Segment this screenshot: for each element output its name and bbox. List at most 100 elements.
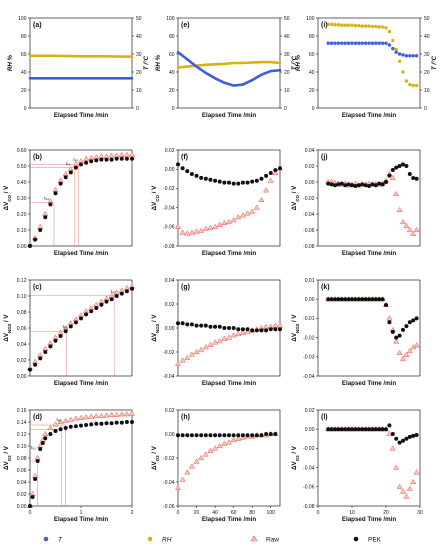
y-axis-title: ΔVCO / V: [3, 185, 12, 210]
t-point: [329, 41, 334, 45]
rh-point: [380, 25, 385, 29]
annotation-label: t₉₀: [73, 157, 78, 162]
raw-point: [128, 410, 136, 416]
y-axis-title-sub: O3: [7, 455, 12, 462]
y2-tick-label: 0: [136, 106, 139, 112]
pek-point: [109, 157, 114, 162]
pek-point: [404, 164, 409, 168]
series-pek: [326, 162, 419, 188]
pek-point: [99, 302, 104, 307]
annotation-label: t₅₀: [44, 196, 49, 201]
data-point: [105, 55, 108, 57]
pek-point: [40, 441, 45, 445]
rh-point: [384, 26, 388, 30]
t-point: [333, 41, 337, 45]
raw-point: [52, 421, 59, 427]
y-tick-label: 0.06: [17, 468, 27, 474]
y-tick-label: 0.04: [305, 148, 315, 154]
raw-point: [410, 230, 417, 237]
pek-point: [236, 327, 241, 332]
pek-point: [329, 182, 334, 187]
x-axis-title: Elapsed Time /min: [342, 112, 396, 119]
raw-point: [393, 338, 400, 344]
t-point: [414, 54, 419, 58]
raw-point: [272, 169, 279, 176]
x-tick-label: 2: [131, 510, 134, 516]
pek-point: [268, 327, 273, 332]
legend-item-t: T: [43, 536, 63, 543]
pek-point: [63, 426, 68, 430]
y2-tick-label: 40: [136, 34, 142, 40]
pek-point: [326, 297, 331, 302]
plot-frame: [317, 279, 421, 377]
rh-point: [404, 79, 409, 83]
pek-point: [407, 172, 412, 176]
y-tick-label: 0.02: [305, 164, 315, 170]
y-tick-label: 0.12: [17, 432, 27, 438]
y-axis-title-main: ΔV: [3, 460, 10, 469]
pek-point: [203, 323, 208, 328]
y-tick-label: 0.00: [305, 180, 315, 186]
raw-point: [113, 411, 120, 417]
pek-point: [79, 423, 83, 428]
raw-point: [239, 212, 246, 218]
rh-point: [367, 24, 371, 28]
y-axis-title: ΔVO3 / V: [3, 445, 12, 470]
pek-point: [48, 432, 53, 436]
pek-point: [119, 156, 124, 161]
series-pek: [28, 420, 134, 508]
data-point: [223, 82, 225, 84]
pek-point: [336, 427, 341, 432]
pek-point: [124, 289, 129, 294]
pek-point: [199, 323, 204, 328]
pek-point: [33, 237, 38, 242]
y-tick-label: -0.04: [303, 374, 315, 380]
pek-point: [28, 504, 32, 508]
series-pek: [326, 423, 419, 445]
y-tick-label: 20: [309, 88, 315, 94]
y2-axis-title: T /°C: [291, 55, 298, 70]
pek-point: [58, 427, 63, 432]
y-axis-title-tail: / V: [151, 185, 158, 195]
raw-point: [399, 355, 407, 361]
pek-point: [94, 306, 99, 310]
pek-point: [259, 433, 264, 438]
pek-point: [89, 159, 94, 164]
y-axis-title: RH %: [155, 54, 162, 71]
pek-point: [394, 165, 399, 170]
panel-d: 0.00 0.02 0.04 0.06 0.08 0.10 0.12 0.14 0.16 0 1 2 Δ…: [3, 408, 136, 523]
y-tick-label: 0.08: [17, 310, 27, 316]
x-axis-title: Elapsed Time /min: [202, 250, 256, 257]
raw-point: [396, 206, 403, 213]
y2-tick-label: 50: [136, 16, 142, 22]
pek-point: [180, 166, 185, 171]
panel-g: -0.04 -0.02 0.00 0.02 0.04 ΔVNO2 / V Elapsed T…: [151, 278, 284, 387]
x-axis-title: Elapsed Time /min: [342, 250, 396, 257]
data-point: [242, 84, 244, 86]
series-rh: [28, 54, 134, 58]
legend-marker: [250, 535, 258, 542]
y-tick-label: 0.14: [17, 420, 27, 426]
pek-point: [268, 432, 273, 436]
y-tick-label: -0.02: [163, 456, 175, 462]
y2-tick-label: 40: [424, 34, 430, 40]
y-tick-label: 0.02: [165, 408, 175, 414]
raw-point: [193, 348, 200, 355]
y-axis-title-main: ΔV: [151, 460, 158, 469]
panel-label: (f): [181, 154, 188, 161]
plot-frame: [177, 149, 281, 247]
pek-point: [240, 327, 245, 332]
y-axis-title-sub: O3: [295, 455, 300, 462]
pek-point: [373, 183, 378, 188]
rh-point: [394, 47, 398, 52]
data-point: [80, 77, 82, 79]
raw-point: [230, 436, 237, 443]
x-axis-title: Elapsed Time /min: [202, 112, 256, 119]
pek-point: [28, 244, 32, 248]
raw-point: [77, 414, 85, 420]
y-axis-title-main: ΔV: [291, 332, 298, 341]
pek-point: [250, 433, 255, 438]
rh-point: [377, 25, 381, 29]
pek-point: [350, 297, 354, 302]
y-axis-title-tail: / V: [291, 185, 298, 195]
